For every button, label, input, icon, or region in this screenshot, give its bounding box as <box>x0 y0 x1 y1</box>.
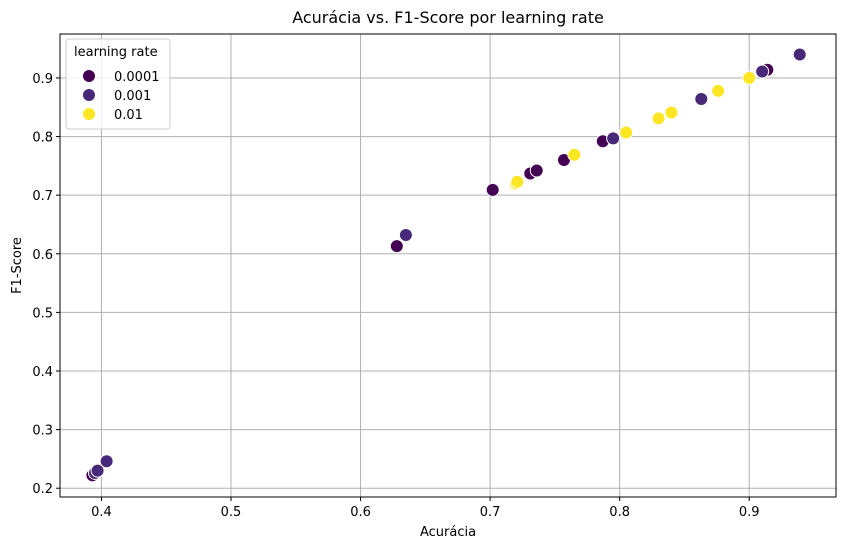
grid-lines <box>60 34 836 497</box>
y-tick-label: 0.3 <box>32 424 53 439</box>
x-tick-label: 0.7 <box>480 505 501 520</box>
legend-marker <box>82 69 96 83</box>
data-point-series-1 <box>398 228 413 243</box>
data-point-series-2 <box>651 111 666 126</box>
data-point-series-1 <box>99 454 114 469</box>
data-point-series-2 <box>510 174 525 189</box>
data-point-series-2 <box>619 125 634 140</box>
y-tick-label: 0.5 <box>32 306 53 321</box>
x-tick-label: 0.4 <box>91 505 112 520</box>
legend-title: learning rate <box>74 45 158 60</box>
y-tick-label: 0.9 <box>32 72 53 87</box>
plot-frame <box>59 33 837 498</box>
legend-label: 0.01 <box>114 108 143 123</box>
data-point-series-1 <box>606 131 621 146</box>
legend-marker <box>82 88 96 102</box>
data-point-series-0 <box>529 163 544 178</box>
data-point-series-2 <box>567 147 582 162</box>
x-tick-label: 0.5 <box>221 505 242 520</box>
data-point-series-1 <box>755 64 770 79</box>
y-tick-label: 0.4 <box>32 365 53 380</box>
legend-label: 0.001 <box>114 89 151 104</box>
data-point-series-0 <box>485 182 500 197</box>
data-point-series-2 <box>711 83 726 98</box>
data-point-series-1 <box>90 463 105 478</box>
data-point-series-2 <box>664 105 679 120</box>
legend: learning rate 0.0001 0.001 0.01 <box>65 38 171 130</box>
y-tick-label: 0.7 <box>32 189 53 204</box>
axes: 0.4 0.5 0.6 0.7 0.8 0.9 0.2 0.3 0.4 0.5 0.6 0.7 0.8 0… <box>32 33 837 520</box>
y-axis-label: F1-Score <box>10 237 25 294</box>
y-tick-label: 0.2 <box>32 482 53 497</box>
x-tick-label: 0.6 <box>350 505 371 520</box>
legend-marker <box>82 107 96 121</box>
legend-label: 0.0001 <box>114 70 160 85</box>
chart-title: Acurácia vs. F1-Score por learning rate <box>292 8 604 27</box>
legend-box <box>65 38 171 130</box>
y-tick-label: 0.6 <box>32 248 53 263</box>
x-tick-label: 0.9 <box>739 505 760 520</box>
data-point-series-1 <box>694 92 709 107</box>
data-points <box>85 47 807 483</box>
data-point-series-2 <box>742 70 757 85</box>
data-point-series-0 <box>389 239 404 254</box>
x-tick-label: 0.8 <box>609 505 630 520</box>
y-tick-label: 0.8 <box>32 131 53 146</box>
x-axis-label: Acurácia <box>420 525 476 540</box>
data-point-series-1 <box>792 47 807 62</box>
